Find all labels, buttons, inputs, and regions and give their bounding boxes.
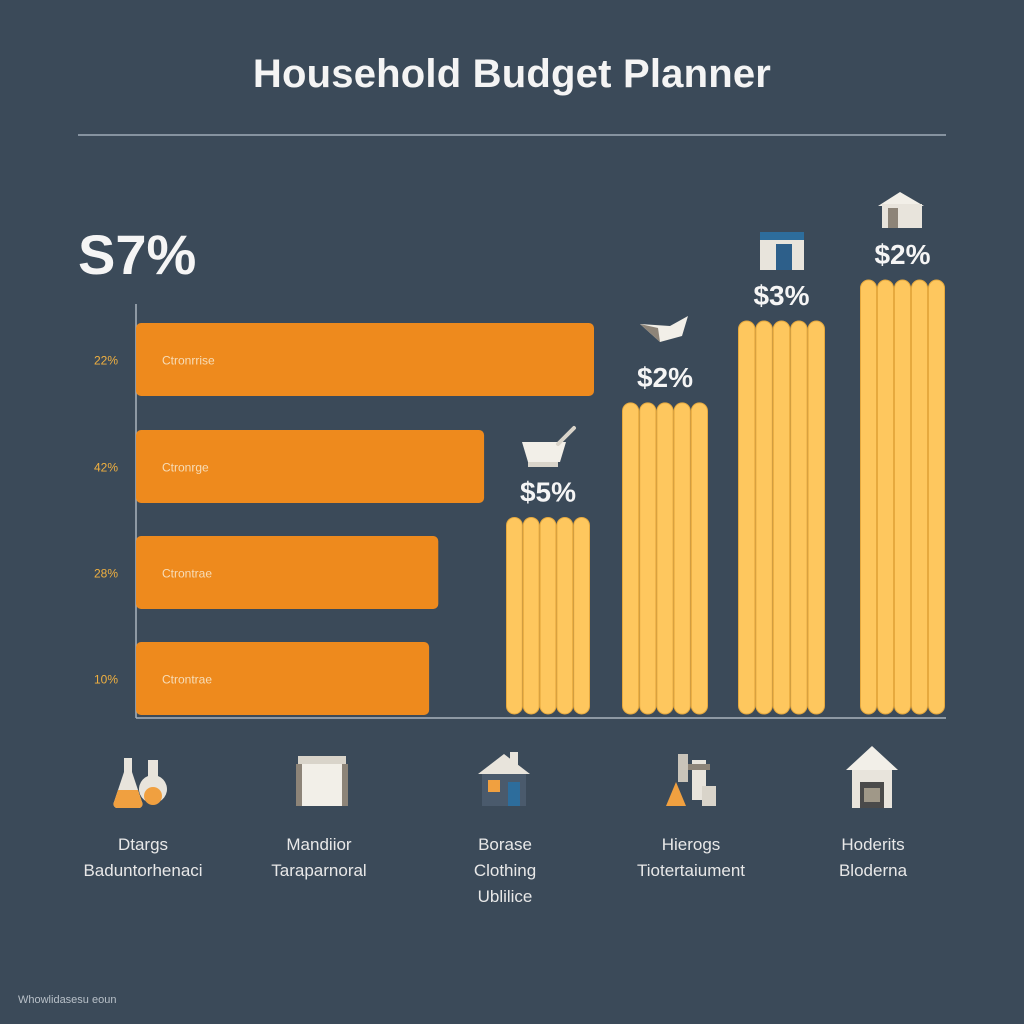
document-box-icon: [296, 756, 348, 806]
tools-icon: [666, 754, 716, 806]
category-line: Tiotertaiument: [636, 861, 746, 880]
house-icon: [878, 192, 924, 206]
category-line: Mandiior: [286, 835, 352, 854]
horizontal-bar: [136, 642, 430, 715]
data-label: $3%: [753, 280, 809, 311]
vertical-bar-stripe: [690, 402, 708, 715]
page-title: Household Budget Planner: [252, 52, 772, 96]
data-label: $2%: [637, 362, 693, 393]
bar-label: Ctronrge: [162, 461, 209, 475]
vertical-bar-stripe: [928, 279, 945, 715]
horizontal-bar: [136, 536, 439, 609]
vertical-bar-stripe: [522, 516, 540, 715]
y-tick-label: 10%: [94, 673, 118, 687]
napkin-icon: [640, 316, 688, 342]
bar-label: Ctrontrae: [162, 673, 212, 687]
footer-credit: Whowlidasesu eoun: [18, 994, 117, 1006]
category-line: Hierogs: [661, 835, 721, 854]
data-label: $2%: [874, 239, 930, 270]
vertical-bar-stripe: [877, 279, 894, 715]
category-label: Hierogs Tiotertaiument: [606, 832, 776, 884]
vertical-bar-stripe: [772, 320, 791, 715]
category-label: Borase Clothing Ublilice: [420, 832, 590, 910]
vertical-bar-stripe: [539, 516, 557, 715]
horizontal-bar: [136, 323, 594, 396]
category-label: Hoderits Bloderna: [788, 832, 958, 884]
vertical-bar-stripe: [738, 320, 756, 715]
home-icon: [846, 746, 898, 808]
headline-percentage: S7%: [78, 223, 197, 286]
category-line: Ublilice: [477, 887, 533, 906]
vertical-bar-stripe: [656, 402, 674, 715]
bar-label: Ctrontrae: [162, 567, 212, 581]
house-icon: [478, 752, 530, 806]
vertical-bar-stripe: [506, 516, 523, 715]
category-label: Dtargs Baduntorhenaci: [58, 832, 228, 884]
house-icon: [760, 232, 804, 240]
horizontal-bar: [136, 430, 485, 503]
bowl-icon: [528, 462, 558, 467]
data-label: $5%: [520, 476, 576, 507]
vertical-bar-stripe: [860, 279, 877, 715]
category-line: Dtargs: [117, 835, 169, 854]
vertical-bar-stripe: [622, 402, 640, 715]
vertical-bar-stripe: [911, 279, 928, 715]
vertical-bar-stripe: [556, 516, 574, 715]
napkin-icon: [640, 324, 660, 342]
category-line: Bloderna: [838, 861, 908, 880]
y-tick-label: 28%: [94, 567, 118, 581]
bowl-icon: [522, 442, 566, 462]
category-line: Baduntorhenaci: [83, 861, 203, 880]
vertical-bar-stripe: [673, 402, 691, 715]
vertical-bar-stripe: [807, 320, 825, 715]
bar-label: Ctronrrise: [162, 354, 215, 368]
category-line: Taraparnoral: [271, 861, 367, 880]
vertical-bar-stripe: [790, 320, 808, 715]
house-icon: [888, 208, 898, 228]
category-line: Clothing: [473, 861, 537, 880]
title-divider: [78, 134, 946, 136]
y-tick-label: 22%: [94, 354, 118, 368]
vertical-bar-stripe: [573, 516, 591, 715]
bowl-icon: [556, 426, 576, 446]
category-line: Hoderits: [841, 835, 905, 854]
flask-icon: [113, 758, 167, 809]
vertical-bar-stripe: [639, 402, 657, 715]
category-line: Borase: [478, 835, 532, 854]
vertical-bar-stripe: [894, 279, 911, 715]
vertical-bar-stripe: [755, 320, 773, 715]
category-label: Mandiior Taraparnoral: [234, 832, 404, 884]
y-tick-label: 42%: [94, 461, 118, 475]
house-icon: [776, 244, 792, 270]
